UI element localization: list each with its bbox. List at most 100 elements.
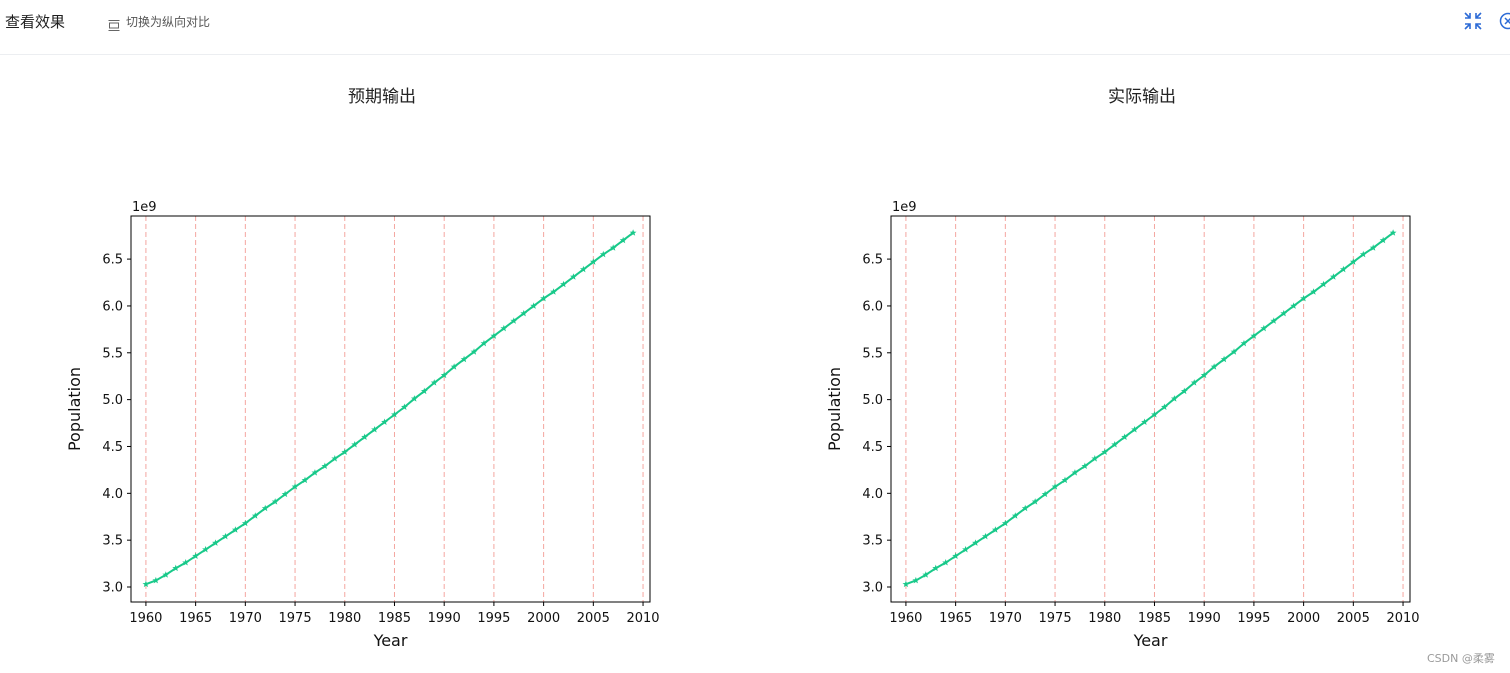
y-tick-label: 6.5 xyxy=(102,253,123,268)
data-point xyxy=(1011,512,1019,519)
toggle-label: 切换为纵向对比 xyxy=(126,14,211,29)
y-tick-label: 5.0 xyxy=(102,393,123,408)
y-axis-label: Population xyxy=(65,367,84,451)
data-point xyxy=(1051,483,1059,490)
y-tick-label: 4.5 xyxy=(102,440,123,455)
actual-output-title: 实际输出 xyxy=(1108,87,1176,107)
data-point xyxy=(1369,244,1377,251)
data-point xyxy=(599,250,607,258)
x-tick-label: 2000 xyxy=(1287,611,1320,626)
data-point xyxy=(972,539,979,546)
x-tick-label: 1995 xyxy=(477,611,510,626)
x-tick-label: 1985 xyxy=(378,611,411,626)
y-tick-label: 5.0 xyxy=(862,393,883,408)
x-tick-label: 1980 xyxy=(328,611,361,626)
data-point xyxy=(540,294,548,302)
data-point xyxy=(470,348,478,355)
data-point xyxy=(962,545,969,553)
x-tick-label: 1990 xyxy=(1188,611,1221,626)
x-tick-label: 2005 xyxy=(577,611,610,626)
data-point xyxy=(922,571,930,578)
data-point xyxy=(1290,302,1298,309)
expected-output-title: 预期输出 xyxy=(348,87,416,107)
data-point xyxy=(1121,433,1129,441)
data-point xyxy=(222,532,229,540)
data-point xyxy=(192,552,200,559)
data-point xyxy=(371,426,379,433)
data-point xyxy=(420,387,428,395)
data-point xyxy=(321,462,329,470)
y-tick-label: 5.5 xyxy=(862,346,883,361)
x-tick-label: 1965 xyxy=(179,611,212,626)
data-point xyxy=(480,339,488,347)
data-point xyxy=(1141,418,1148,426)
collapse-icon[interactable] xyxy=(1463,11,1483,31)
y-tick-label: 6.0 xyxy=(102,299,123,314)
data-point xyxy=(1270,317,1278,324)
y-offset-label: 1e9 xyxy=(132,200,157,215)
x-tick-label: 1990 xyxy=(428,611,461,626)
data-point xyxy=(391,411,398,418)
data-point xyxy=(172,564,180,572)
data-point xyxy=(932,564,940,572)
close-circle-icon[interactable] xyxy=(1498,11,1510,31)
data-point xyxy=(1240,339,1248,347)
data-point xyxy=(550,288,557,295)
data-point xyxy=(589,258,597,265)
data-point xyxy=(1081,462,1089,470)
data-point xyxy=(1180,387,1188,395)
x-tick-label: 1970 xyxy=(229,611,262,626)
data-point xyxy=(1061,476,1069,484)
data-point xyxy=(619,236,627,244)
x-tick-label: 2000 xyxy=(527,611,560,626)
data-point xyxy=(1091,455,1099,462)
x-tick-label: 1960 xyxy=(889,611,922,626)
data-point xyxy=(1310,288,1317,295)
data-point xyxy=(271,498,279,505)
data-point xyxy=(982,532,989,540)
data-point xyxy=(1131,426,1139,433)
data-point xyxy=(490,332,498,339)
data-point xyxy=(1220,355,1228,363)
watermark: CSDN @柔雾 xyxy=(1427,652,1495,665)
toggle-vertical-compare-button[interactable]: 切换为纵向对比 xyxy=(108,12,211,31)
data-point xyxy=(261,504,269,512)
x-tick-label: 1975 xyxy=(279,611,312,626)
y-tick-label: 4.5 xyxy=(862,440,883,455)
data-point xyxy=(1170,395,1178,402)
x-tick-label: 2010 xyxy=(626,611,659,626)
y-tick-label: 3.5 xyxy=(102,534,123,549)
data-point xyxy=(1230,348,1238,355)
data-point xyxy=(341,448,349,456)
data-point xyxy=(1320,280,1327,288)
data-point xyxy=(1280,309,1288,317)
data-point xyxy=(1101,448,1109,456)
y-tick-label: 4.0 xyxy=(862,487,883,502)
data-point xyxy=(952,552,960,559)
data-point xyxy=(520,309,528,317)
data-point xyxy=(281,490,289,498)
data-point xyxy=(331,455,339,462)
data-point xyxy=(1250,332,1258,339)
x-axis-label: Year xyxy=(373,631,408,650)
expected-output-chart: 1960 1965 1970 1975 1980 1985 1990 1995 2000 2005… xyxy=(65,200,660,650)
x-axis-label: Year xyxy=(1133,631,1168,650)
x-tick-label: 1995 xyxy=(1237,611,1270,626)
data-point xyxy=(1001,519,1009,527)
x-tick-label: 2005 xyxy=(1337,611,1370,626)
data-point xyxy=(1379,236,1387,244)
data-point xyxy=(1041,490,1049,498)
data-point xyxy=(231,526,239,533)
actual-output-chart: 1960 1965 1970 1975 1980 1985 1990 1995 2000 2005… xyxy=(825,200,1420,650)
data-point xyxy=(1031,498,1039,505)
data-point xyxy=(251,512,259,519)
x-tick-label: 1965 xyxy=(939,611,972,626)
y-tick-label: 4.0 xyxy=(102,487,123,502)
data-point xyxy=(1339,265,1347,273)
data-point xyxy=(152,576,160,584)
y-tick-label: 6.5 xyxy=(862,253,883,268)
data-point xyxy=(991,526,999,533)
data-point xyxy=(500,324,508,332)
y-tick-label: 6.0 xyxy=(862,299,883,314)
data-point xyxy=(1300,294,1308,302)
